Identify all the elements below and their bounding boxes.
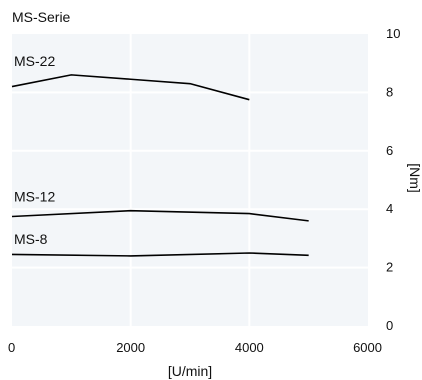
y-tick-label: 8 [386, 84, 393, 99]
x-tick-labels: 0 2000 4000 6000 [8, 340, 382, 355]
y-tick-label: 10 [386, 26, 400, 41]
y-tick-label: 2 [386, 260, 393, 275]
series-line-ms-12 [11, 209, 309, 222]
grid [12, 34, 368, 326]
series-lines [11, 74, 309, 257]
series-label-ms-22: MS-22 [14, 53, 55, 69]
plot-background [12, 34, 368, 326]
x-tick-label: 4000 [235, 340, 264, 355]
y-tick-label: 0 [386, 318, 393, 333]
series-label-ms-8: MS-8 [14, 231, 48, 247]
x-tick-label: 6000 [353, 340, 382, 355]
series-labels: MS-22 MS-12 MS-8 [14, 53, 55, 247]
x-tick-label: 0 [8, 340, 15, 355]
series-line-ms-22 [11, 74, 250, 101]
y-axis-label: [Nm] [407, 163, 422, 193]
series-line-ms-8 [11, 252, 309, 257]
series-label-ms-12: MS-12 [14, 189, 55, 205]
y-tick-label: 4 [386, 201, 393, 216]
y-tick-label: 6 [386, 143, 393, 158]
x-tick-label: 2000 [116, 340, 145, 355]
x-axis-label: [U/min] [168, 363, 212, 379]
y-tick-labels: 0 2 4 6 8 10 [386, 26, 400, 333]
chart-title: MS-Serie [12, 9, 71, 25]
